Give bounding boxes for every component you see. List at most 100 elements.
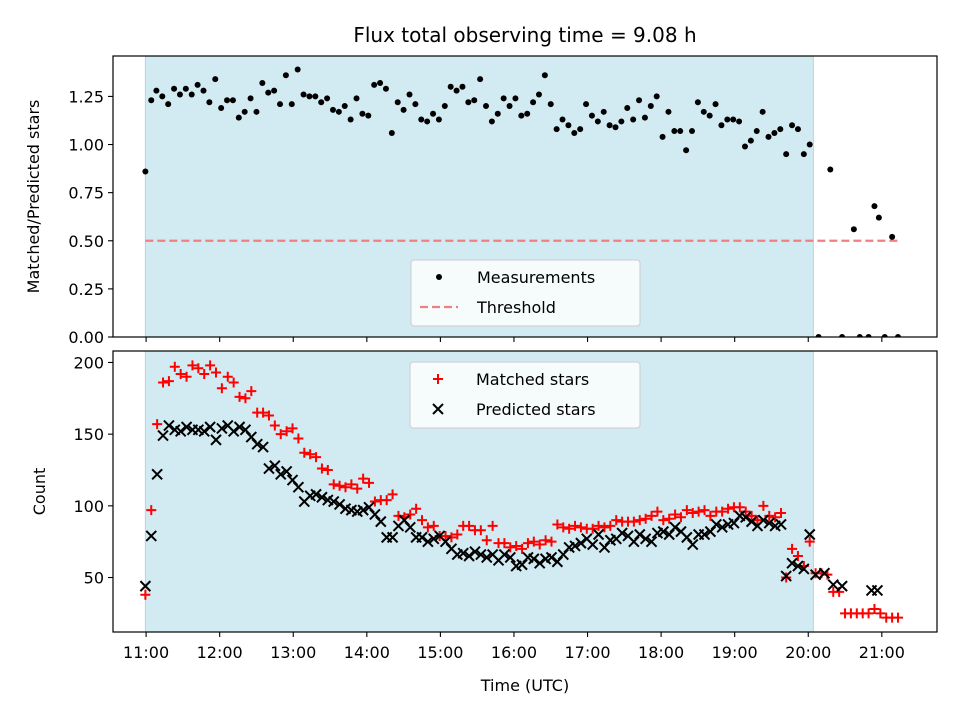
measurement-point <box>329 106 336 113</box>
measurement-point <box>594 118 601 125</box>
legend-label: Measurements <box>477 268 595 287</box>
predicted-star-point <box>292 481 305 493</box>
matched-star-point <box>234 391 245 402</box>
predicted-star-point <box>475 548 487 561</box>
matched-star-point <box>228 377 239 388</box>
measurement-point <box>282 72 289 79</box>
predicted-star-point <box>145 530 157 542</box>
y-tick-label: 1.25 <box>68 87 104 106</box>
measurement-point <box>400 106 407 113</box>
predicted-star-point <box>634 528 646 541</box>
matched-star-point <box>705 510 716 521</box>
matched-star-point <box>770 512 781 523</box>
legend-box <box>410 259 641 327</box>
y-tick-label: 50 <box>84 569 104 588</box>
matched-star-point <box>222 371 233 382</box>
legend-measurement-marker <box>436 274 442 280</box>
measurement-point <box>341 103 348 110</box>
y-tick-label: 200 <box>73 353 104 372</box>
measurement-point <box>612 124 619 131</box>
measurement-point <box>875 214 882 221</box>
measurement-point <box>265 89 272 96</box>
measurement-point <box>259 79 266 86</box>
legend-predicted-marker <box>432 403 444 415</box>
measurement-point <box>777 126 784 133</box>
predicted-star-point <box>745 515 758 528</box>
y-axis-label: Matched/Predicted stars <box>24 100 43 294</box>
predicted-star-point <box>710 518 722 531</box>
x-tick-label: 20:00 <box>785 643 831 662</box>
matched-star-point <box>487 520 498 531</box>
predicted-star-point <box>310 488 322 501</box>
measurement-point <box>630 116 637 123</box>
matched-star-point <box>575 522 586 533</box>
matched-star-point <box>628 516 639 527</box>
measurement-point <box>600 108 607 115</box>
legend-label: Threshold <box>476 298 556 317</box>
measurement-point <box>671 128 678 135</box>
measurement-point <box>365 112 372 119</box>
measurement-point <box>171 85 178 92</box>
y-tick-label: 1.00 <box>68 136 104 155</box>
y-tick-label: 0.50 <box>68 232 104 251</box>
measurement-point <box>618 118 625 125</box>
matched-star-point <box>275 429 286 440</box>
measurement-point <box>771 129 778 136</box>
measurement-point <box>194 81 201 88</box>
measurement-point <box>759 108 766 115</box>
x-axis-label: Time (UTC) <box>480 676 569 695</box>
measurement-point <box>371 81 378 88</box>
predicted-star-point <box>804 528 816 541</box>
matched-star-point <box>181 371 192 382</box>
predicted-star-point <box>251 438 263 450</box>
measurement-point <box>306 93 313 100</box>
matched-star-point <box>340 482 351 493</box>
measurement-point <box>641 114 648 121</box>
measurement-point <box>247 95 254 102</box>
y-axis-label: Count <box>30 468 49 516</box>
measurement-point <box>294 66 301 73</box>
predicted-star-point <box>457 547 469 559</box>
matched-star-point <box>369 496 380 507</box>
predicted-star-point <box>386 531 399 544</box>
matched-star-point <box>776 508 787 519</box>
axes-frame <box>112 350 938 633</box>
x-tick-label: 14:00 <box>344 643 390 662</box>
measurement-point <box>724 116 731 123</box>
x-tick-label: 12:00 <box>197 643 243 662</box>
matched-star-point <box>611 515 622 526</box>
measurement-point <box>518 112 525 119</box>
matched-star-point <box>287 423 298 434</box>
measurement-point <box>441 103 448 110</box>
measurement-point <box>583 101 590 108</box>
predicted-star-point <box>792 560 804 572</box>
measurement-point <box>229 97 236 104</box>
matched-star-point <box>646 510 657 521</box>
measurement-point <box>488 118 495 125</box>
measurement-point <box>541 72 548 79</box>
matched-star-point <box>263 410 274 421</box>
axes-frame <box>112 55 938 338</box>
matched-star-point <box>387 489 398 500</box>
matched-star-point <box>322 464 333 475</box>
predicted-star-point <box>528 553 540 565</box>
y-tick-label: 100 <box>73 497 104 516</box>
predicted-star-point <box>404 521 416 534</box>
matched-star-point <box>734 502 745 513</box>
measurement-point <box>347 116 354 123</box>
matched-star-point <box>146 505 157 516</box>
measurement-point <box>277 101 284 108</box>
x-tick-label: 11:00 <box>123 643 169 662</box>
measurement-point <box>636 97 643 104</box>
legend: Matched stars Predicted stars <box>409 361 641 429</box>
predicted-star-point <box>275 468 287 481</box>
matched-star-point <box>593 520 604 531</box>
predicted-star-point <box>216 422 228 435</box>
matched-star-point <box>717 506 728 517</box>
x-tick-label: 15:00 <box>417 643 463 662</box>
measurement-point <box>447 83 454 90</box>
measurement-point <box>730 116 737 123</box>
measurement-point <box>856 334 863 337</box>
measurement-point <box>524 110 531 117</box>
matched-star-point <box>334 480 345 491</box>
